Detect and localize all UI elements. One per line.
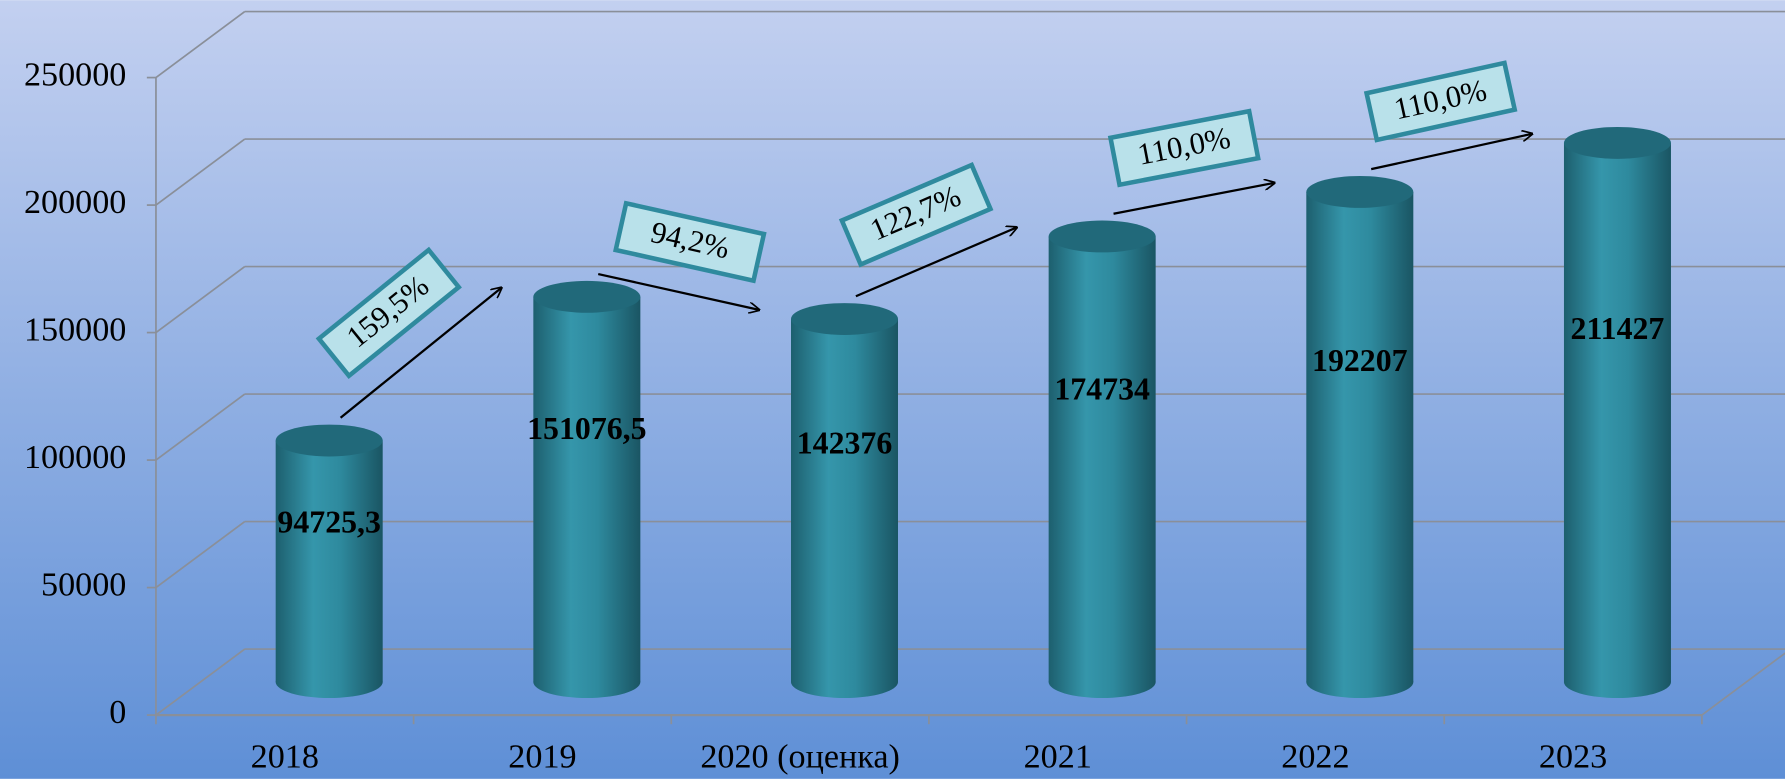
cylinder-top	[1306, 176, 1414, 208]
x-tick-label: 2019	[508, 738, 576, 775]
y-tick-label: 50000	[41, 566, 126, 603]
value-label: 142376	[797, 425, 893, 460]
x-tick-label: 2021	[1024, 738, 1092, 775]
growth-arrow	[597, 272, 759, 310]
annotation-box	[1107, 108, 1261, 188]
x-tick-label: 2023	[1539, 738, 1607, 775]
growth-arrow	[1370, 134, 1532, 171]
x-tick-label: 2020 (оценка)	[700, 738, 900, 775]
grid-line	[155, 393, 246, 461]
floor-edge	[1701, 652, 1785, 716]
cylinder-top	[275, 424, 383, 457]
x-tick-label: 2018	[251, 738, 319, 775]
bar	[1563, 142, 1671, 683]
cylinder-top	[1048, 220, 1156, 253]
value-label: 211427	[1571, 311, 1665, 346]
y-tick-label: 0	[109, 694, 126, 731]
growth-arrow	[339, 288, 502, 419]
cylinder-top	[1563, 126, 1671, 159]
value-label: 151076,5	[527, 411, 646, 446]
bar	[1306, 191, 1414, 683]
x-tick-label: 2022	[1281, 738, 1349, 775]
y-tick-label: 200000	[24, 184, 126, 221]
y-tick-label: 250000	[24, 56, 126, 93]
y-tick-label: 150000	[24, 311, 126, 348]
value-label: 174734	[1054, 372, 1150, 407]
value-label: 94725,3	[277, 504, 381, 539]
annotation-box	[315, 246, 462, 380]
grid-line	[155, 10, 246, 79]
growth-arrow	[1113, 183, 1275, 215]
cylinder-top	[790, 303, 899, 335]
grid-line	[155, 138, 246, 206]
growth-arrow	[855, 227, 1017, 298]
y-tick-label: 100000	[24, 439, 126, 476]
grid-line	[155, 265, 246, 334]
bar	[1048, 236, 1156, 683]
grid-line	[155, 648, 246, 716]
value-label: 192207	[1312, 343, 1408, 378]
annotation-box	[838, 161, 994, 268]
growth-annotation: 110,0%	[1107, 108, 1261, 188]
bar	[790, 319, 899, 683]
grid-line	[155, 520, 246, 589]
bar	[533, 296, 641, 683]
cylinder-top	[533, 280, 641, 313]
bar	[275, 440, 383, 683]
annotation-box	[1363, 60, 1518, 143]
annotation-box	[613, 200, 767, 284]
growth-annotation: 94,2%	[613, 200, 767, 284]
